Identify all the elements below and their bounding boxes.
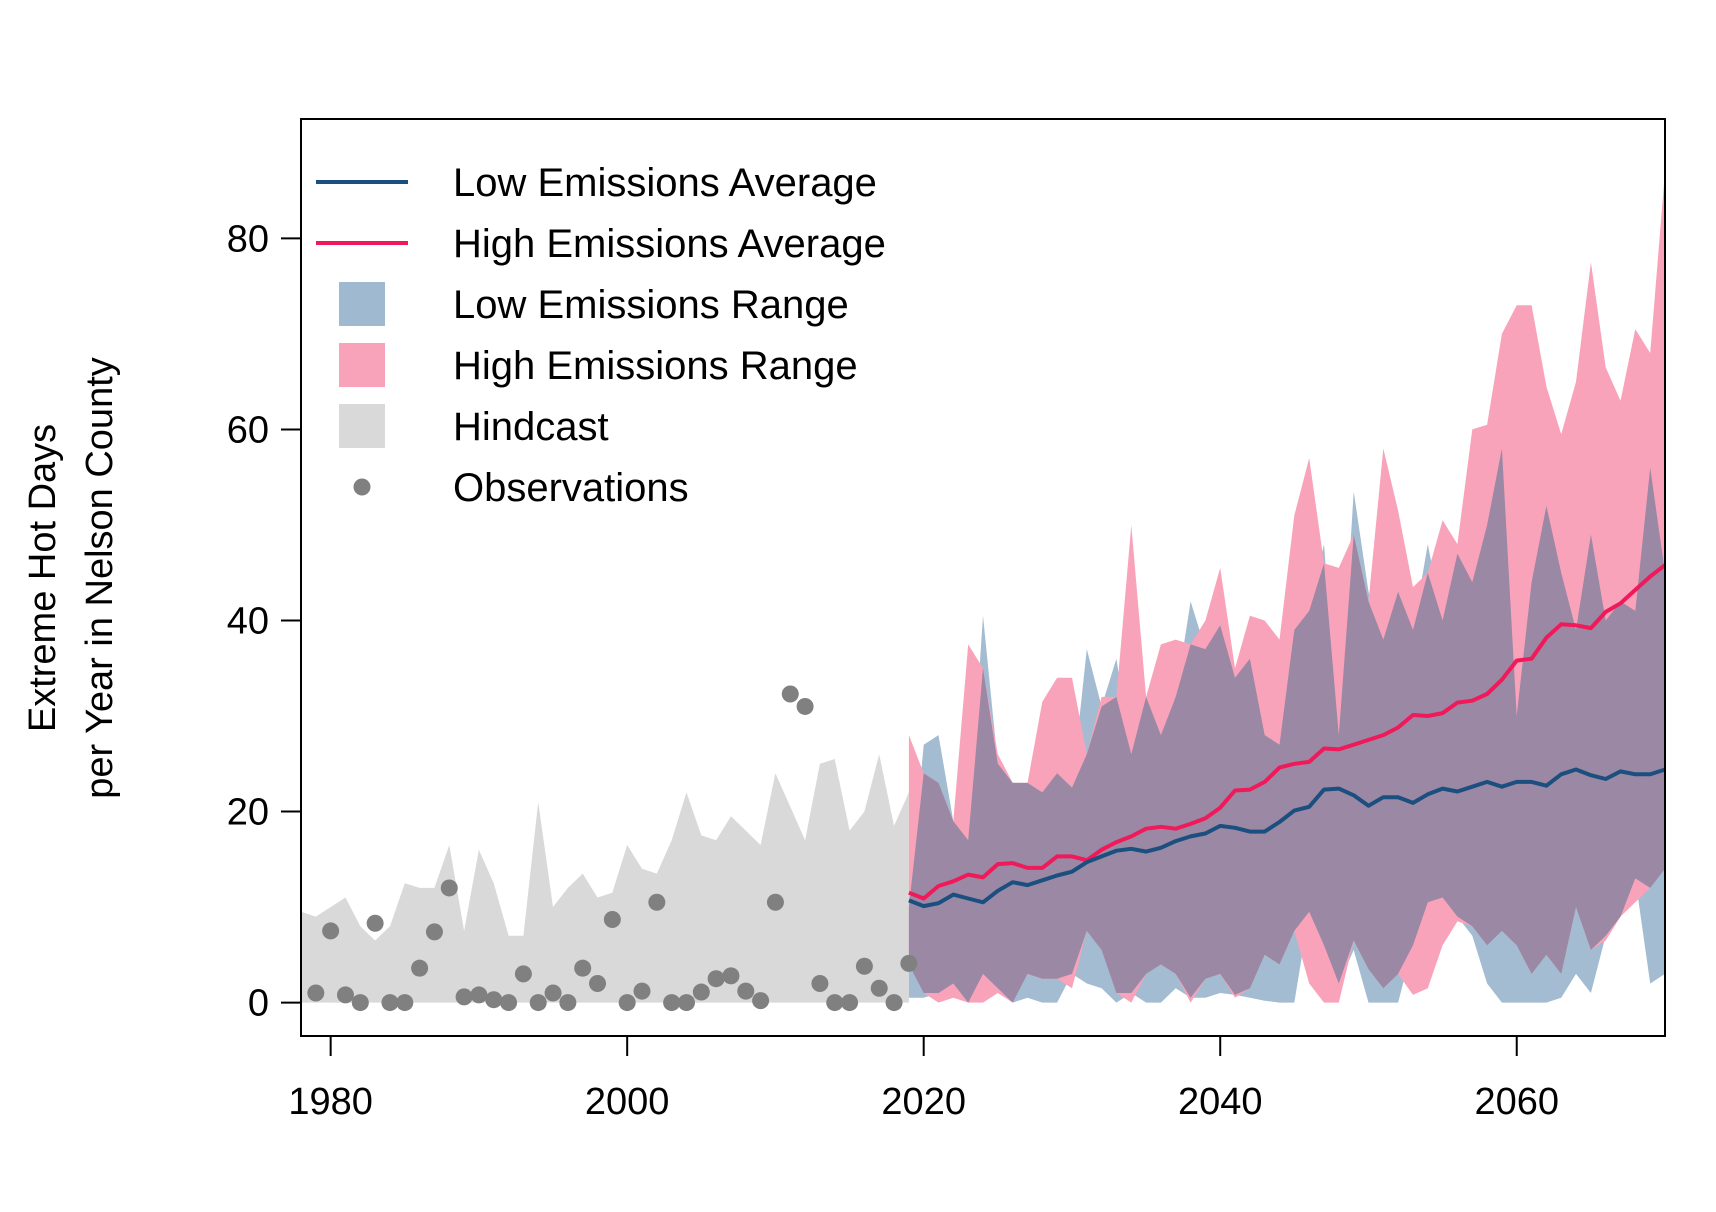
observation-point [425, 923, 443, 941]
y-tick-label: 80 [227, 218, 269, 260]
legend-label: Low Emissions Average [453, 161, 877, 205]
y-axis-title-line-2: per Year in Nelson County [79, 357, 121, 799]
x-tick-label: 1980 [288, 1081, 373, 1123]
observation-point [351, 994, 369, 1012]
observation-point [603, 910, 621, 928]
observation-point [900, 954, 918, 972]
observation-point [707, 970, 725, 988]
observation-point [544, 984, 562, 1002]
observations-points [307, 685, 918, 1012]
observation-point [529, 994, 547, 1012]
observation-point [796, 697, 814, 715]
observation-point [618, 994, 636, 1012]
observation-point [366, 914, 384, 932]
legend-item-obs: Observations [353, 466, 689, 510]
x-axis: 1980 2000 2020 2040 2060 [288, 1035, 1559, 1123]
legend-item-hindcast: Hindcast [339, 404, 609, 449]
range-overlap-area [908, 448, 1665, 1003]
observation-point [663, 994, 681, 1012]
observation-point [396, 994, 414, 1012]
low-emissions-average-line [908, 767, 1666, 909]
legend-label: High Emissions Range [453, 344, 858, 388]
observation-point [781, 685, 799, 703]
legend-box-swatch [339, 343, 385, 387]
observation-point [455, 988, 473, 1006]
observation-point [855, 957, 873, 975]
observation-point [885, 994, 903, 1012]
observation-point [841, 994, 859, 1012]
observation-point [322, 922, 340, 940]
legend-item-low_avg: Low Emissions Average [316, 161, 877, 205]
observation-point [336, 986, 354, 1004]
legend-box-swatch [339, 404, 385, 448]
observation-point [574, 959, 592, 977]
observation-point [766, 893, 784, 911]
observation-point [514, 965, 532, 983]
ranges-layer [301, 171, 1665, 1003]
observation-point [633, 982, 651, 1000]
observation-point [752, 992, 770, 1010]
y-axis: 0 20 40 60 80 [227, 218, 302, 1025]
observation-point [722, 967, 740, 985]
observation-point [381, 994, 399, 1012]
observation-point [589, 974, 607, 992]
legend: Low Emissions Average High Emissions Aver… [316, 161, 886, 510]
observation-point [559, 994, 577, 1012]
y-tick-label: 60 [227, 409, 269, 451]
x-tick-label: 2040 [1178, 1081, 1263, 1123]
observation-point [677, 994, 695, 1012]
x-tick-label: 2020 [881, 1081, 966, 1123]
legend-item-high_avg: High Emissions Average [316, 222, 886, 266]
hindcast-range-area [301, 754, 909, 1003]
observation-point [692, 983, 710, 1001]
observation-point [307, 984, 325, 1002]
observation-point [470, 986, 488, 1004]
observation-point [485, 991, 503, 1009]
observation-point [811, 974, 829, 992]
observation-point [411, 959, 429, 977]
observation-point [500, 994, 518, 1012]
x-tick-label: 2060 [1474, 1081, 1559, 1123]
legend-label: Observations [453, 466, 689, 510]
y-tick-label: 20 [227, 792, 269, 834]
observation-point [648, 893, 666, 911]
high-emissions-average-line [908, 563, 1667, 901]
y-tick-label: 0 [248, 983, 269, 1025]
legend-item-high_range: High Emissions Range [339, 343, 858, 388]
legend-box-swatch [339, 282, 385, 326]
y-axis-title: Extreme Hot Days per Year in Nelson Coun… [22, 357, 121, 799]
observation-point [826, 994, 844, 1012]
legend-label: Low Emissions Range [453, 283, 849, 327]
observation-point [737, 982, 755, 1000]
y-tick-label: 40 [227, 600, 269, 642]
legend-item-low_range: Low Emissions Range [339, 282, 849, 327]
observation-point [440, 879, 458, 897]
x-tick-label: 2000 [585, 1081, 670, 1123]
legend-point-swatch [353, 478, 371, 496]
y-axis-title-line-1: Extreme Hot Days [22, 424, 64, 732]
legend-label: Hindcast [453, 405, 609, 449]
legend-label: High Emissions Average [453, 222, 886, 266]
observation-point [870, 979, 888, 997]
